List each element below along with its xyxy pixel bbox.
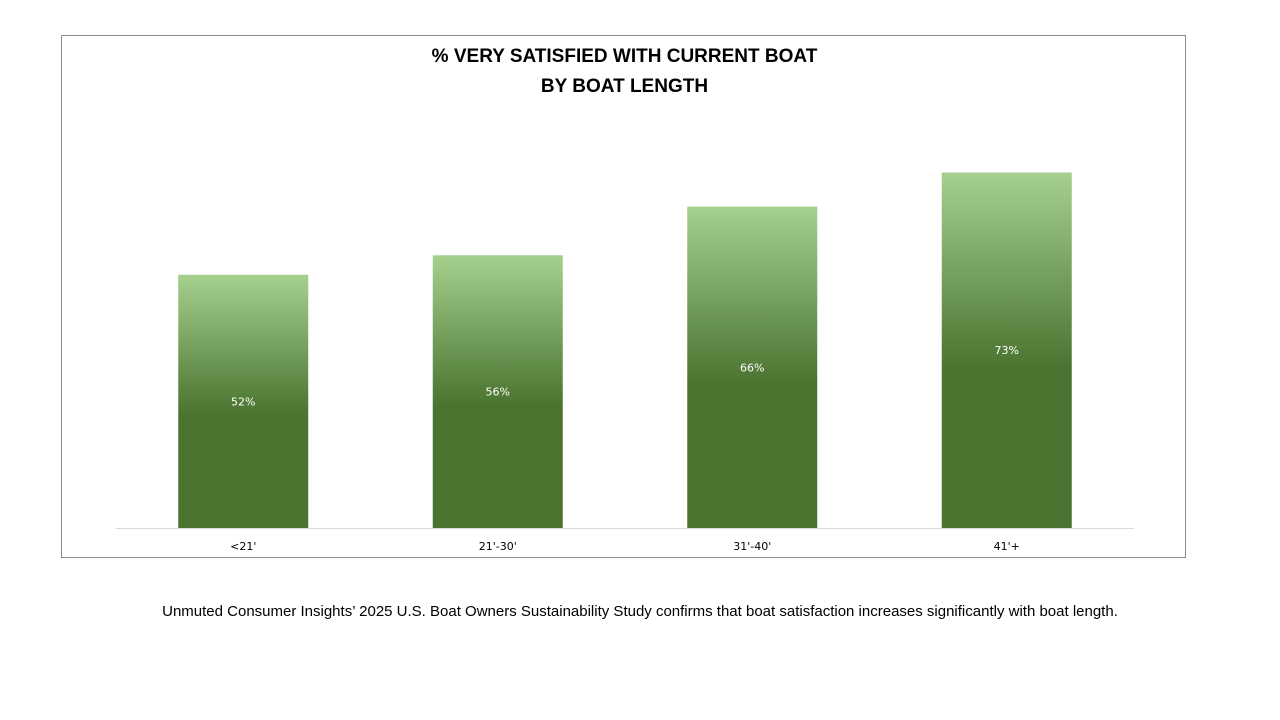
- caption-text: Unmuted Consumer Insights’ 2025 U.S. Boa…: [162, 603, 1118, 620]
- x-tick-label-3: 31'-40': [733, 540, 771, 553]
- chart-title-line-1: % VERY SATISFIED WITH CURRENT BOAT: [431, 46, 818, 67]
- bar-1: [178, 274, 309, 528]
- x-tick-label-2: 21'-30': [479, 540, 517, 553]
- bar-2: [432, 255, 563, 528]
- bar-4: [941, 172, 1072, 529]
- chart-title-line-2: BY BOAT LENGTH: [540, 76, 709, 97]
- x-tick-label-1: <21': [230, 540, 256, 553]
- data-label-1: 52%: [231, 395, 255, 408]
- bar-chart-plot: 52% 56% 66% 73% <21' 21'-30' 31'-40' 41'+: [116, 172, 1134, 553]
- data-label-2: 56%: [486, 386, 510, 399]
- data-label-4: 73%: [995, 344, 1019, 357]
- x-tick-label-4: 41'+: [994, 540, 1020, 553]
- chart-area: % VERY SATISFIED WITH CURRENT BOAT BY BO…: [61, 35, 1186, 558]
- data-label-3: 66%: [740, 361, 764, 374]
- bar-3: [687, 206, 818, 528]
- chart-title: % VERY SATISFIED WITH CURRENT BOAT BY BO…: [62, 42, 1187, 102]
